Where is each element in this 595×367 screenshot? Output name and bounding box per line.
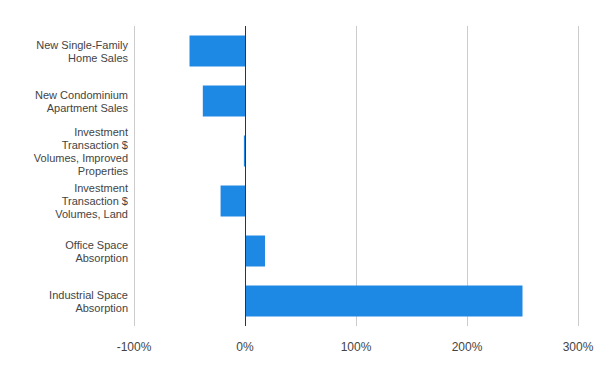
zero-axis xyxy=(245,26,246,326)
chart: -100% 0% 100% 200% 300% New Single-FamilyHome… xyxy=(0,0,595,367)
tick-label: 0% xyxy=(236,340,254,354)
tick-label: -100% xyxy=(117,340,152,354)
category-label: Office SpaceAbsorption xyxy=(65,239,128,264)
bar xyxy=(203,86,245,117)
category-label: Industrial SpaceAbsorption xyxy=(49,289,128,314)
grid-line xyxy=(467,26,468,326)
grid-line xyxy=(356,26,357,326)
category-label: InvestmentTransaction $Volumes, Improved… xyxy=(34,126,129,177)
tick-label: 200% xyxy=(452,340,483,354)
category-label: New Single-FamilyHome Sales xyxy=(36,39,128,64)
bar xyxy=(245,286,523,317)
bar xyxy=(221,186,245,217)
tick-label: 300% xyxy=(563,340,594,354)
category-label: InvestmentTransaction $Volumes, Land xyxy=(55,182,128,220)
bars xyxy=(190,36,523,317)
bar xyxy=(245,236,265,267)
tick-label: 100% xyxy=(341,340,372,354)
grid-line xyxy=(578,26,579,326)
grid-line xyxy=(134,26,135,326)
category-label: New CondominiumApartment Sales xyxy=(35,89,128,114)
grid-line xyxy=(245,26,246,326)
bar xyxy=(190,36,246,67)
